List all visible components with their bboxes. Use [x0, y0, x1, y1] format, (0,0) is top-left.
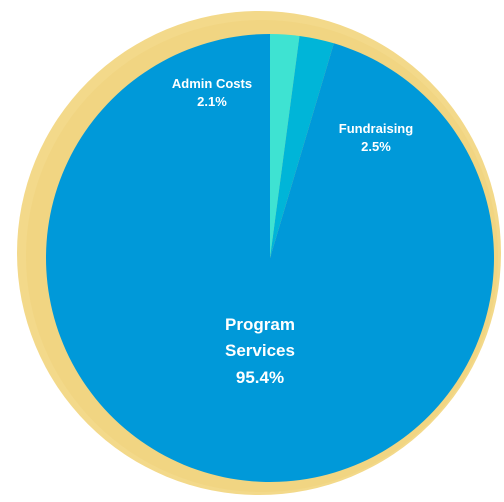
- slice-category: Fundraising: [321, 120, 431, 138]
- slice-value-label: 2.5%: [321, 138, 431, 156]
- slice-value-label: 2.1%: [157, 93, 267, 111]
- slice-value-label: 95.4%: [205, 365, 315, 391]
- slice-category: Program Services: [205, 312, 315, 365]
- slice-category: Admin Costs: [157, 75, 267, 93]
- pie-slice: [46, 34, 494, 482]
- page: {"chart_data": {"type": "pie", "categori…: [0, 0, 504, 502]
